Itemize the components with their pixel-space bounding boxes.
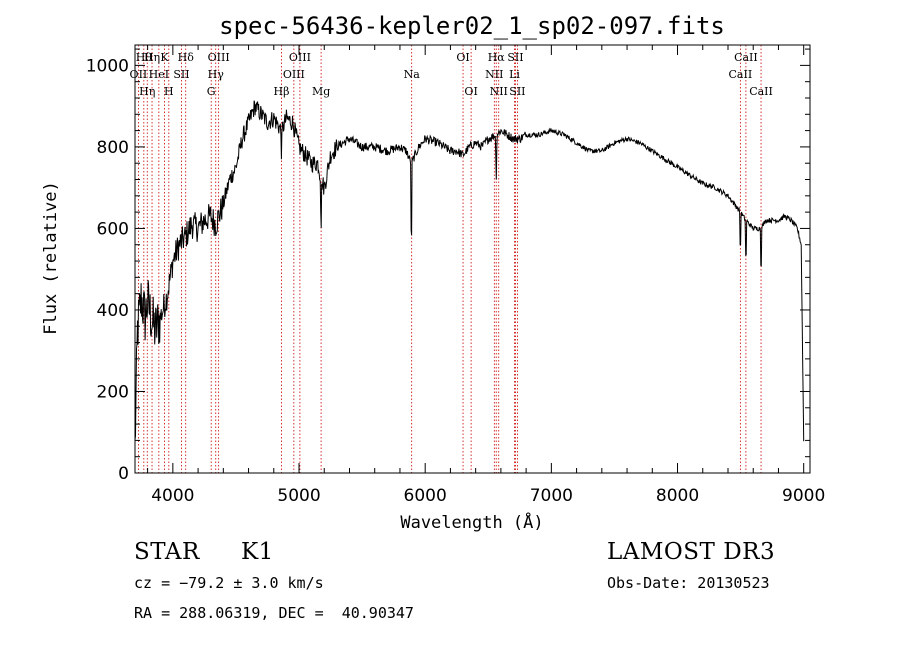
x-axis-label: Wavelength (Å) bbox=[400, 511, 543, 533]
line-marker-label: SII bbox=[507, 51, 523, 64]
line-marker-label: Hγ bbox=[208, 68, 225, 81]
line-marker-label: OI bbox=[464, 85, 477, 98]
redshift-velocity: cz = −79.2 ± 3.0 km/s bbox=[134, 574, 324, 592]
line-marker-label: Hη bbox=[139, 85, 155, 98]
y-tick-label: 800 bbox=[97, 138, 129, 158]
line-marker-label: Hθ bbox=[136, 51, 153, 64]
line-marker-label: Hβ bbox=[274, 85, 290, 98]
chart-title: spec-56436-kepler02_1_sp02-097.fits bbox=[219, 12, 725, 40]
line-marker-label: OIII bbox=[283, 68, 305, 81]
x-tick-label: 7000 bbox=[530, 486, 573, 506]
line-marker-label: CaII bbox=[749, 85, 773, 98]
object-subclass: K1 bbox=[241, 539, 274, 565]
line-marker-label: HeI bbox=[149, 68, 169, 81]
y-tick-label: 200 bbox=[97, 382, 129, 402]
line-marker-label: OIII bbox=[289, 51, 311, 64]
line-marker-labels: OIIHθHηHηHeIKHSIIHδGHγOIIIHβOIIIOIIIMgNa… bbox=[130, 51, 773, 98]
line-marker-label: OII bbox=[130, 68, 148, 81]
line-marker-label: Li bbox=[509, 68, 520, 81]
line-marker-label: Mg bbox=[312, 85, 330, 98]
line-marker-label: K bbox=[160, 51, 169, 64]
y-axis-label: Flux (relative) bbox=[41, 181, 61, 335]
line-markers bbox=[138, 45, 762, 473]
object-class: STAR bbox=[134, 539, 200, 565]
spectrum-line bbox=[134, 100, 805, 442]
plot-frame bbox=[134, 44, 811, 474]
line-marker-label: Hα bbox=[488, 51, 506, 64]
line-marker-label: SII bbox=[173, 68, 189, 81]
x-tick-label: 9000 bbox=[782, 486, 825, 506]
line-marker-label: H bbox=[164, 85, 174, 98]
line-marker-label: CaII bbox=[734, 51, 758, 64]
observation-date: Obs-Date: 20130523 bbox=[607, 574, 770, 592]
y-axis-ticks: 0 200 400 600 800 1000 bbox=[86, 48, 810, 484]
line-marker-label: Hδ bbox=[178, 51, 195, 64]
line-marker-label: Hη bbox=[144, 51, 160, 64]
y-tick-label: 600 bbox=[97, 219, 129, 239]
x-axis-ticks: 4000 5000 6000 7000 8000 9000 bbox=[147, 45, 825, 506]
line-marker-label: CaII bbox=[729, 68, 753, 81]
survey-name: LAMOST DR3 bbox=[607, 539, 776, 565]
line-marker-label: NII bbox=[490, 85, 508, 98]
y-tick-label: 1000 bbox=[86, 56, 129, 76]
y-tick-label: 0 bbox=[118, 464, 129, 484]
line-marker-label: OI bbox=[456, 51, 469, 64]
line-marker-label: G bbox=[207, 85, 216, 98]
x-tick-label: 5000 bbox=[277, 486, 320, 506]
line-marker-label: SII bbox=[509, 85, 525, 98]
line-marker-label: Na bbox=[404, 68, 421, 81]
line-marker-label: NII bbox=[485, 68, 503, 81]
coordinates: RA = 288.06319, DEC = 40.90347 bbox=[134, 604, 414, 622]
x-tick-label: 6000 bbox=[404, 486, 447, 506]
x-tick-label: 4000 bbox=[151, 486, 194, 506]
line-marker-label: OIII bbox=[208, 51, 230, 64]
x-tick-label: 8000 bbox=[656, 486, 699, 506]
y-tick-label: 400 bbox=[97, 301, 129, 321]
